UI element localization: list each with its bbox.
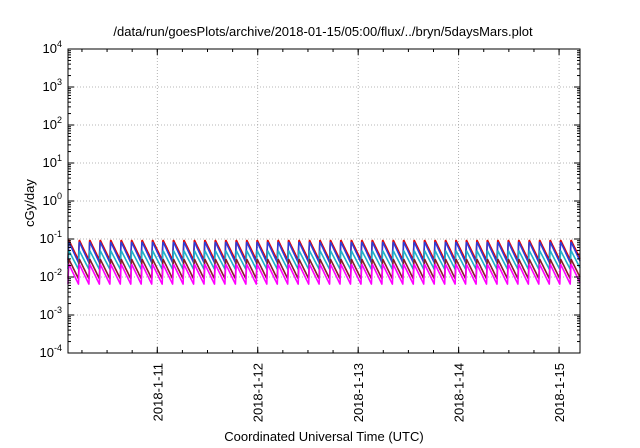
x-tick-label: 2018-1-15	[552, 363, 567, 422]
y-tick-label: 101	[43, 153, 62, 170]
y-tick-label: 10-4	[40, 343, 62, 360]
y-tick-label: 103	[43, 77, 62, 94]
series-line	[67, 263, 581, 285]
chart-title: /data/run/goesPlots/archive/2018-01-15/0…	[113, 24, 533, 39]
x-axis-label: Coordinated Universal Time (UTC)	[224, 429, 423, 444]
series-line	[67, 239, 581, 261]
y-tick-label: 100	[43, 191, 62, 208]
x-tick-label: 2018-1-12	[251, 363, 266, 422]
y-tick-label: 10-1	[40, 229, 62, 246]
axes: 10-4 10-3 10-2 10-1 100 101 102 103 104 2018-1-11…	[40, 39, 580, 422]
grid	[68, 49, 580, 353]
series-line	[67, 250, 581, 271]
series-line	[67, 241, 581, 264]
x-tick-label: 2018-1-13	[351, 363, 366, 422]
y-tick-label: 10-2	[40, 267, 62, 284]
y-axis-label: cGy/day	[22, 179, 37, 227]
series-line	[67, 258, 581, 280]
y-tick-label: 102	[43, 115, 62, 132]
series-layer	[67, 239, 581, 285]
y-tick-label: 10-3	[40, 305, 62, 322]
x-tick-label: 2018-1-11	[150, 363, 165, 421]
x-tick-label: 2018-1-14	[452, 363, 467, 422]
y-tick-label: 104	[43, 39, 62, 56]
